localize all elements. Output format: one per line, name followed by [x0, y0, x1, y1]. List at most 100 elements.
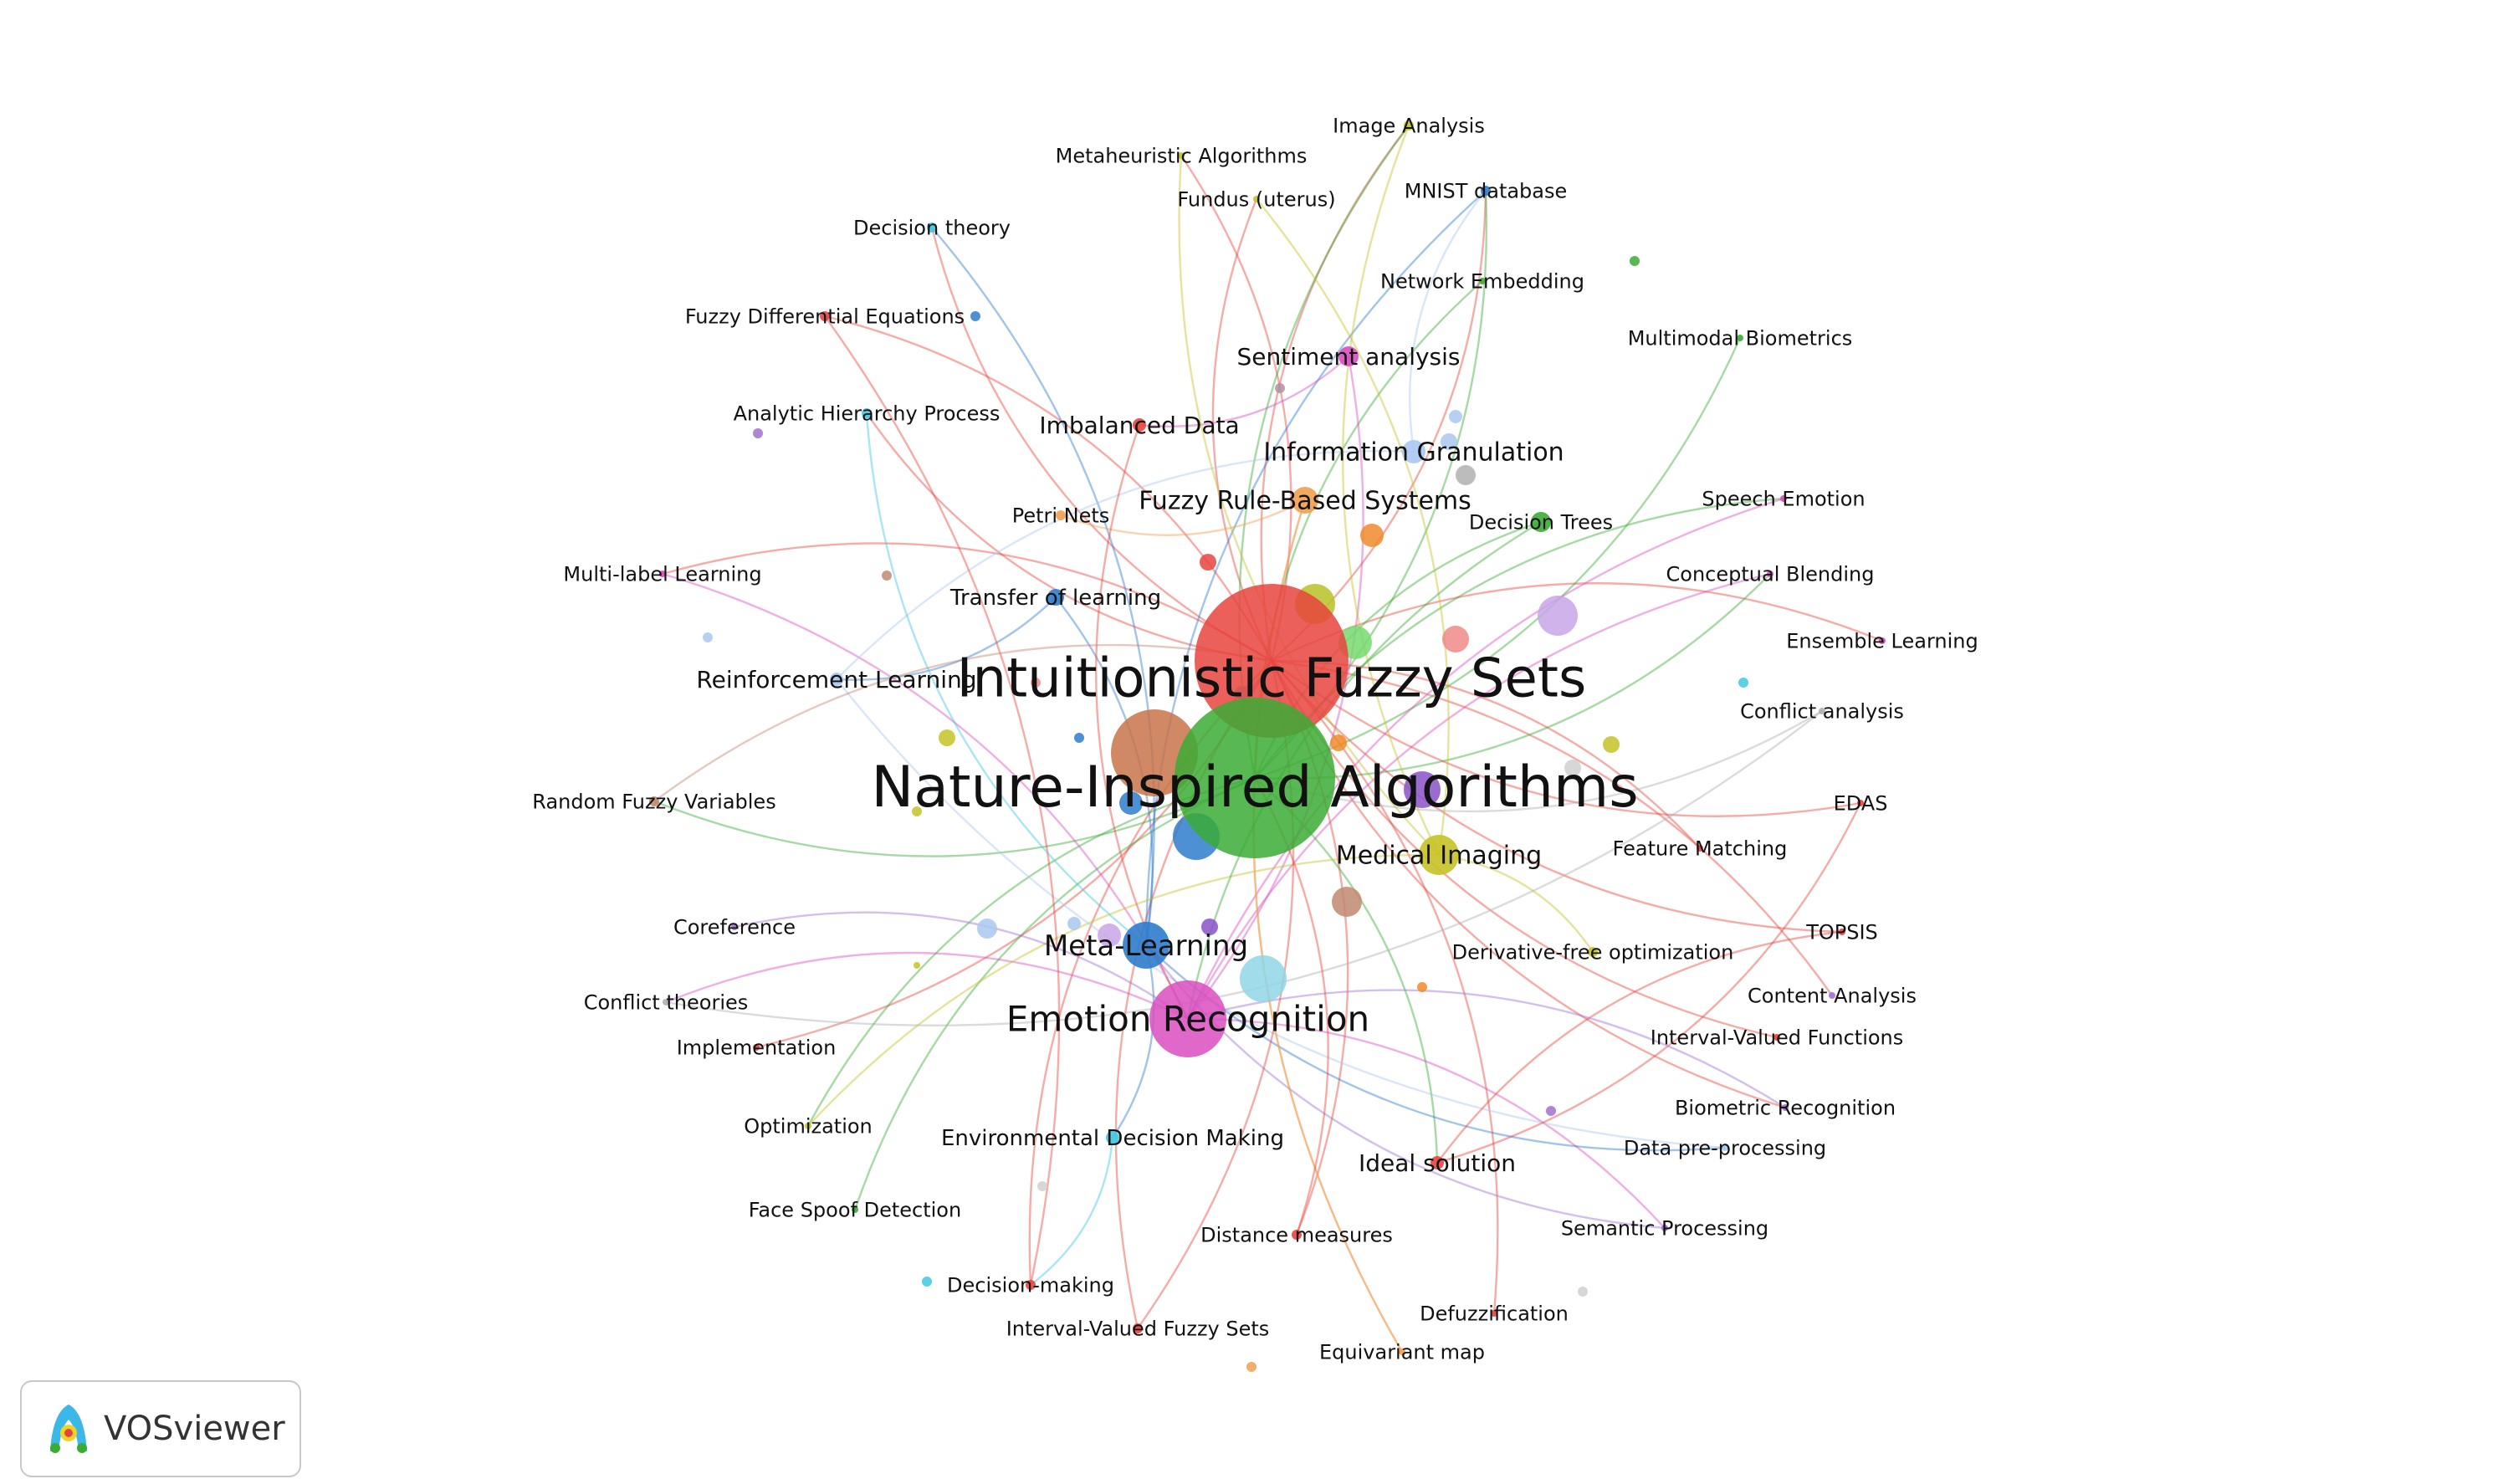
node-label[interactable]: Information Granulation	[1263, 438, 1564, 468]
node-bubble[interactable]	[1780, 495, 1787, 502]
node-label[interactable]: MNIST database	[1405, 179, 1568, 202]
node-label[interactable]: Environmental Decision Making	[941, 1126, 1284, 1151]
network-bubble[interactable]	[1449, 410, 1462, 423]
network-bubble[interactable]	[1738, 678, 1748, 688]
node-bubble[interactable]	[1531, 512, 1551, 532]
node-bubble[interactable]	[820, 311, 830, 321]
network-bubble[interactable]	[703, 632, 713, 642]
node-label[interactable]: Nature-Inspired Algorithms	[871, 755, 1638, 821]
node-bubble[interactable]	[1857, 800, 1864, 806]
node-bubble[interactable]	[1737, 335, 1743, 341]
node-label[interactable]: Conceptual Blending	[1666, 562, 1875, 586]
node-bubble[interactable]	[830, 673, 843, 686]
node-label[interactable]: Ensemble Learning	[1786, 629, 1978, 652]
network-bubble[interactable]	[912, 806, 922, 816]
node-bubble[interactable]	[1178, 152, 1185, 159]
node-label[interactable]: Meta-Learning	[1044, 929, 1248, 963]
node-label[interactable]: Medical Imaging	[1336, 842, 1542, 871]
node-bubble[interactable]	[1047, 589, 1064, 606]
network-bubble[interactable]	[1246, 1362, 1256, 1372]
node-bubble[interactable]	[1588, 947, 1598, 957]
network-bubble[interactable]	[1240, 955, 1287, 1002]
node-label[interactable]: Defuzzification	[1420, 1302, 1569, 1325]
network-bubble[interactable]	[882, 571, 892, 581]
node-bubble[interactable]	[1479, 278, 1486, 284]
node-bubble[interactable]	[663, 999, 669, 1006]
node-bubble[interactable]	[1697, 845, 1703, 852]
node-bubble[interactable]	[1292, 487, 1318, 514]
node-bubble[interactable]	[1292, 1230, 1302, 1240]
node-bubble[interactable]	[1819, 708, 1825, 714]
node-label[interactable]: Biometric Recognition	[1675, 1096, 1896, 1119]
network-bubble[interactable]	[1037, 1181, 1047, 1191]
network-bubble[interactable]	[1441, 433, 1457, 450]
node-bubble[interactable]	[1056, 510, 1066, 520]
node-label[interactable]: Implementation	[677, 1036, 837, 1059]
node-bubble[interactable]	[805, 1123, 811, 1129]
network-bubble[interactable]	[1578, 1287, 1588, 1297]
node-bubble[interactable]	[659, 571, 666, 577]
node-bubble[interactable]	[1773, 1034, 1780, 1041]
network-bubble[interactable]	[1630, 256, 1640, 266]
node-bubble[interactable]	[1026, 1280, 1036, 1290]
node-label[interactable]: Equivariant map	[1319, 1340, 1485, 1364]
node-bubble[interactable]	[1195, 584, 1349, 738]
node-label[interactable]: Imbalanced Data	[1039, 412, 1239, 439]
network-bubble[interactable]	[1275, 383, 1285, 393]
node-label[interactable]: Sentiment analysis	[1237, 343, 1461, 371]
node-label[interactable]: Interval-Valued Fuzzy Sets	[1006, 1317, 1270, 1340]
node-bubble[interactable]	[1722, 1144, 1728, 1151]
node-bubble[interactable]	[1338, 346, 1359, 366]
network-bubble[interactable]	[1074, 733, 1084, 743]
node-bubble[interactable]	[927, 223, 937, 233]
node-label[interactable]: Image Analysis	[1333, 114, 1485, 137]
network-bubble[interactable]	[1201, 919, 1218, 935]
network-bubble[interactable]	[1119, 791, 1143, 815]
network-bubble[interactable]	[1442, 626, 1469, 652]
node-label[interactable]: Decision-making	[947, 1273, 1114, 1297]
node-bubble[interactable]	[1133, 418, 1146, 432]
network-bubble[interactable]	[1538, 596, 1578, 636]
network-bubble[interactable]	[970, 311, 980, 321]
node-label[interactable]: Conflict analysis	[1740, 699, 1904, 723]
node-bubble[interactable]	[1879, 637, 1886, 644]
node-bubble[interactable]	[1481, 186, 1491, 196]
network-bubble[interactable]	[1417, 982, 1427, 992]
node-label[interactable]: TOPSIS	[1805, 920, 1878, 944]
network-bubble[interactable]	[1546, 1106, 1556, 1116]
network-bubble[interactable]	[1098, 924, 1121, 947]
node-label[interactable]: Decision Trees	[1469, 510, 1613, 534]
node-label[interactable]: Analytic Hierarchy Process	[734, 402, 1001, 425]
node-label[interactable]: Interval-Valued Functions	[1651, 1026, 1904, 1049]
node-label[interactable]: Metaheuristic Algorithms	[1056, 144, 1308, 167]
node-label[interactable]: Distance measures	[1200, 1223, 1393, 1246]
node-bubble[interactable]	[1149, 980, 1226, 1057]
node-label[interactable]: Multimodal Biometrics	[1628, 326, 1853, 350]
node-bubble[interactable]	[1431, 1156, 1444, 1169]
node-bubble[interactable]	[1491, 1310, 1497, 1317]
node-label[interactable]: Network Embedding	[1380, 269, 1584, 293]
node-label[interactable]: Content Analysis	[1748, 984, 1917, 1007]
node-label[interactable]: Face Spoof Detection	[749, 1198, 961, 1221]
node-label[interactable]: EDAS	[1834, 791, 1888, 815]
node-label[interactable]: Transfer of learning	[949, 586, 1161, 611]
network-bubble[interactable]	[1332, 887, 1362, 917]
node-bubble[interactable]	[1839, 929, 1845, 935]
network-bubble[interactable]	[1564, 760, 1581, 776]
node-label[interactable]: Decision theory	[853, 216, 1011, 239]
node-bubble[interactable]	[1106, 1131, 1119, 1144]
node-bubble[interactable]	[1782, 1104, 1789, 1111]
node-bubble[interactable]	[1402, 440, 1425, 463]
node-label[interactable]: Multi-label Learning	[563, 562, 761, 586]
node-label[interactable]: Derivative-free optimization	[1452, 940, 1734, 964]
node-label[interactable]: Intuitionistic Fuzzy Sets	[957, 647, 1587, 709]
node-bubble[interactable]	[1661, 1225, 1668, 1231]
node-bubble[interactable]	[1404, 120, 1414, 130]
node-label[interactable]: Random Fuzzy Variables	[532, 790, 775, 813]
node-label[interactable]: Petri Nets	[1012, 504, 1110, 527]
node-bubble[interactable]	[1829, 992, 1835, 999]
node-bubble[interactable]	[753, 1044, 760, 1051]
node-label[interactable]: Coreference	[673, 915, 796, 939]
network-bubble[interactable]	[753, 428, 763, 438]
